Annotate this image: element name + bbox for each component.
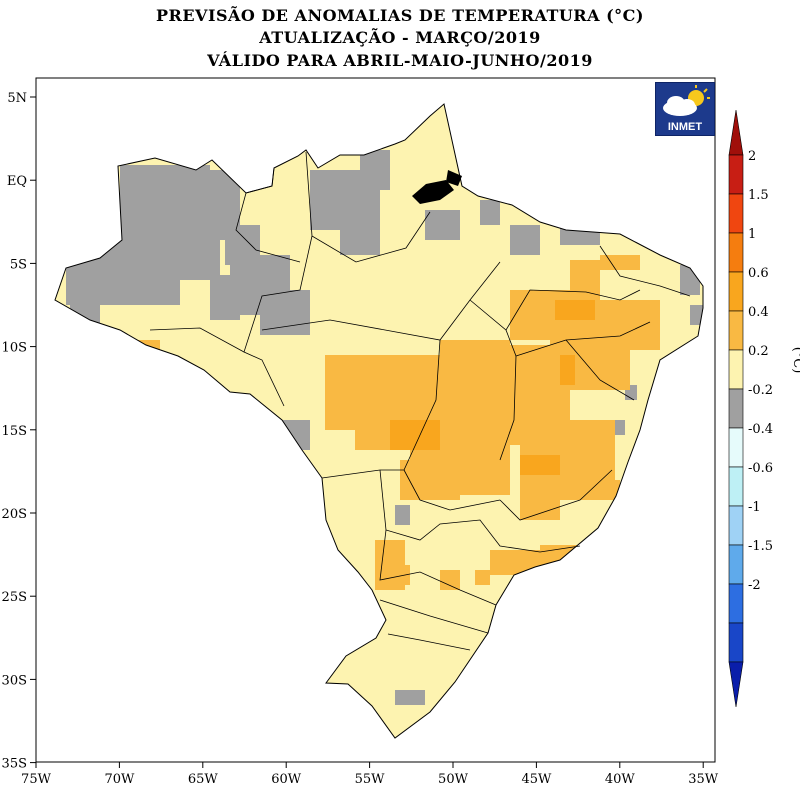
map-title-line-1: PREVISÃO DE ANOMALIAS DE TEMPERATURA (°C… <box>156 6 644 25</box>
map-title-line-2: ATUALIZAÇÃO - MARÇO/2019 <box>259 28 541 47</box>
warm-block <box>600 255 640 270</box>
warm-block <box>570 260 600 300</box>
colorbar-label: -1 <box>748 500 761 515</box>
lon-tick-label: 70W <box>104 772 135 787</box>
colorbar-label: 1.5 <box>748 188 769 203</box>
colorbar-segment <box>728 271 744 312</box>
warmer-block <box>520 455 560 475</box>
lat-tick-label: 35S <box>2 757 27 772</box>
warm-anomaly-areas <box>110 255 660 590</box>
colorbar-label: 0.6 <box>748 266 769 281</box>
cloud-sun-icon <box>663 85 710 116</box>
warm-block <box>560 465 590 495</box>
warm-block <box>520 480 560 520</box>
colorbar-label: -0.6 <box>748 461 773 476</box>
amazon-delta-islands <box>412 170 462 204</box>
lat-tick-label: 5N <box>7 91 27 106</box>
latitude-axis: 5N EQ 5S 10S 15S 20S 25S 30S 35S <box>2 91 36 772</box>
neutral-block <box>425 210 460 240</box>
colorbar-upper-arrow <box>728 109 744 156</box>
colorbar-segment <box>728 622 744 663</box>
longitude-axis: 75W 70W 65W 60W 55W 50W 45W 40W 35W <box>21 762 719 787</box>
map-title-line-3: VÁLIDO PARA ABRIL-MAIO-JUNHO/2019 <box>207 51 593 70</box>
colorbar-segment <box>728 505 744 546</box>
colorbar-segment <box>728 544 744 585</box>
colorbar-label: -0.2 <box>748 383 773 398</box>
lon-tick-label: 65W <box>188 772 219 787</box>
colorbar-label: 0.4 <box>748 305 769 320</box>
lon-tick-label: 40W <box>605 772 636 787</box>
neutral-block <box>480 200 500 225</box>
colorbar-segment <box>728 583 744 624</box>
warmer-block <box>555 300 595 320</box>
warm-block <box>400 460 460 500</box>
lon-tick-label: 60W <box>271 772 302 787</box>
neutral-anomaly-areas <box>66 104 703 705</box>
warm-block <box>640 300 660 320</box>
lat-tick-label: 5S <box>10 257 27 272</box>
colorbar-label: -2 <box>748 578 761 593</box>
colorbar-segment <box>728 427 744 468</box>
colorbar-segment <box>728 310 744 351</box>
colorbar-label: -0.4 <box>748 422 773 437</box>
warmer-anomaly-areas <box>390 300 595 475</box>
colorbar: 2 1.5 1 0.6 0.4 0.2 -0.2 -0.4 -0.6 -1 -1.5 -2 <box>728 109 773 708</box>
lon-tick-label: 75W <box>21 772 52 787</box>
neutral-block <box>690 305 703 325</box>
lat-tick-label: 25S <box>2 590 27 605</box>
colorbar-segment <box>728 232 744 273</box>
inmet-logo: INMET <box>655 82 715 136</box>
inmet-logo-text: INMET <box>667 121 703 133</box>
colorbar-unit-label: (°C) <box>790 347 800 374</box>
neutral-block <box>360 150 390 190</box>
warm-block <box>470 440 510 460</box>
warmer-block <box>560 355 575 385</box>
colorbar-segment <box>728 466 744 507</box>
colorbar-segment <box>728 154 744 195</box>
neutral-block <box>340 190 380 255</box>
colorbar-label: 1 <box>748 227 756 242</box>
warm-block <box>390 565 410 585</box>
colorbar-segment <box>728 349 744 390</box>
lat-tick-label: 10S <box>2 341 27 356</box>
colorbar-segment <box>728 388 744 429</box>
colorbar-label: -1.5 <box>748 539 773 554</box>
colorbar-label: 0.2 <box>748 344 769 359</box>
colorbar-lower-arrow <box>728 661 744 708</box>
neutral-block <box>395 690 425 705</box>
neutral-block <box>260 290 310 335</box>
lon-tick-label: 55W <box>355 772 386 787</box>
warm-block <box>440 570 460 590</box>
colorbar-segment <box>728 193 744 234</box>
lon-tick-label: 50W <box>438 772 469 787</box>
state-borders <box>149 151 691 651</box>
lat-tick-label: EQ <box>7 174 27 189</box>
lon-tick-label: 35W <box>688 772 719 787</box>
colorbar-label: 2 <box>748 149 756 164</box>
lat-tick-label: 30S <box>2 673 27 688</box>
lat-tick-label: 20S <box>2 507 27 522</box>
warm-block <box>440 340 510 400</box>
neutral-block <box>510 225 540 255</box>
neutral-block <box>225 225 260 265</box>
warm-block <box>600 480 620 500</box>
warm-block <box>475 570 490 585</box>
lon-tick-label: 45W <box>521 772 552 787</box>
lat-tick-label: 15S <box>2 424 27 439</box>
neutral-block <box>395 505 410 525</box>
